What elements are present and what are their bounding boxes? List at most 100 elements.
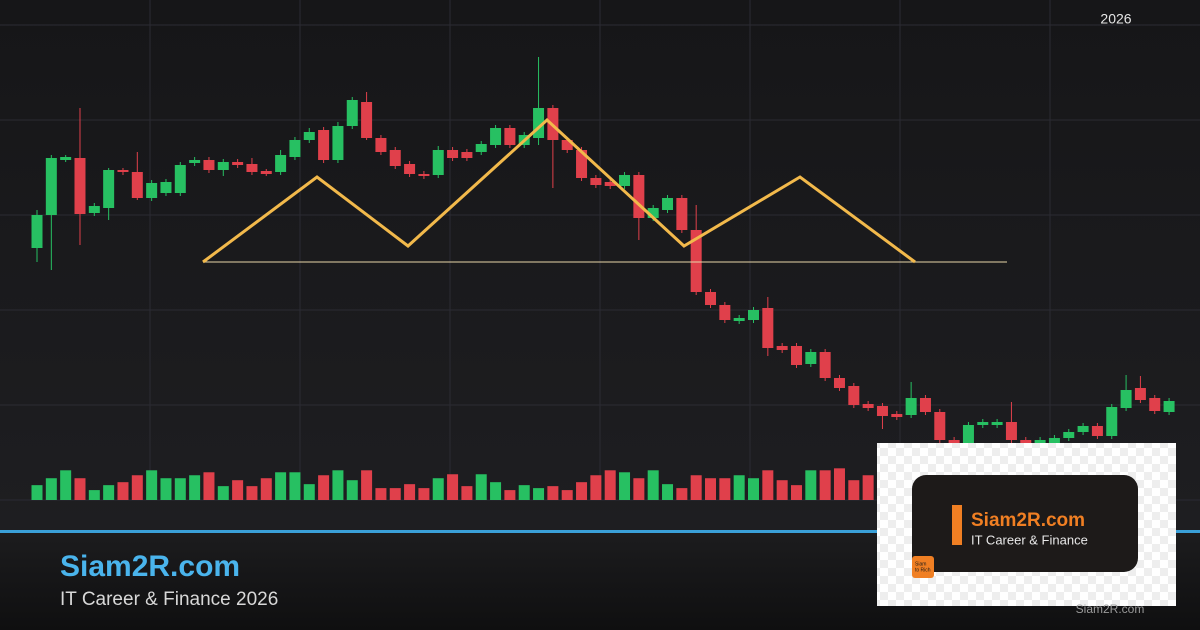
candle-body — [275, 155, 287, 172]
volume-bar — [346, 480, 358, 500]
candle-body — [289, 140, 301, 157]
brand-title: Siam2R.com — [60, 550, 240, 583]
candle-body — [1063, 432, 1075, 438]
volume-bar — [619, 472, 631, 500]
candle-body — [848, 386, 860, 405]
candle-body — [776, 346, 788, 350]
volume-bar — [74, 478, 86, 500]
candle-body — [662, 198, 674, 210]
candle-body — [633, 175, 645, 218]
candle-body — [905, 398, 917, 415]
candle-body — [131, 172, 143, 198]
volume-bar — [31, 485, 43, 500]
candle-body — [977, 422, 989, 425]
volume-bar — [576, 482, 588, 500]
candle-body — [733, 318, 745, 321]
candle-body — [160, 182, 172, 193]
candle-body — [174, 165, 186, 193]
volume-bar — [705, 478, 717, 500]
candle-body — [45, 158, 57, 215]
candle-body — [676, 198, 688, 230]
logo-badge-text: to Rich — [915, 567, 931, 573]
candle-body — [461, 152, 473, 158]
candle-body — [232, 162, 244, 165]
logo-panel — [912, 475, 1138, 572]
candle-body — [189, 160, 201, 163]
volume-bar — [518, 485, 530, 500]
candle-body — [819, 352, 831, 378]
candle-body — [60, 157, 72, 160]
volume-bar — [131, 475, 143, 500]
candle-body — [74, 158, 86, 214]
candle-body — [647, 208, 659, 218]
candle-body — [1149, 398, 1161, 411]
volume-bar — [103, 485, 115, 500]
volume-bar — [432, 478, 444, 500]
volume-bar — [676, 488, 688, 500]
volume-bar — [819, 470, 831, 500]
candle-body — [790, 346, 802, 365]
watermark: Siam2R.com — [1076, 602, 1145, 616]
candle-body — [432, 150, 444, 175]
candle-body — [303, 132, 315, 140]
candle-body — [576, 150, 588, 178]
grid — [0, 0, 1200, 501]
candle-body — [962, 425, 974, 445]
volume-bar — [561, 490, 573, 500]
volume-bar — [60, 470, 72, 500]
candle-body — [690, 230, 702, 292]
volume-bar — [146, 470, 158, 500]
volume-bar — [260, 478, 272, 500]
candle-body — [862, 404, 874, 408]
separator — [0, 530, 1200, 533]
volume-bar — [303, 484, 315, 500]
volume-bar — [833, 468, 845, 500]
candle-body — [748, 310, 759, 320]
volume-bar — [418, 488, 430, 500]
volume-bar — [318, 475, 330, 500]
logo-subtitle: IT Career & Finance — [971, 532, 1088, 547]
candle-body — [604, 182, 616, 186]
volume-bar — [862, 475, 874, 500]
volume-bar — [647, 470, 659, 500]
candle-body — [705, 292, 717, 305]
candle-body — [447, 150, 459, 158]
volume-bar — [332, 470, 344, 500]
candle-body — [217, 162, 229, 170]
volume-bar — [533, 488, 545, 500]
candle-body — [117, 170, 129, 172]
volume-bar — [461, 486, 473, 500]
candle-body — [404, 164, 416, 174]
candle-body — [1077, 426, 1089, 432]
candle-body — [876, 406, 888, 416]
volume-bar — [748, 478, 759, 500]
candle-body — [475, 144, 487, 152]
candle-body — [203, 160, 215, 170]
candle-body — [991, 422, 1003, 425]
volume-bar — [504, 490, 516, 500]
volume-bar — [217, 486, 229, 500]
volume-bar — [633, 478, 645, 500]
candle-body — [590, 178, 602, 185]
candle-body — [1120, 390, 1132, 408]
logo-bar — [952, 505, 962, 545]
candle-body — [1163, 401, 1175, 412]
volume-bar — [203, 472, 215, 500]
brand-subtitle: IT Career & Finance 2026 — [60, 589, 278, 610]
candle-body — [833, 378, 845, 388]
candle-body — [103, 170, 115, 208]
volume-bar — [604, 470, 616, 500]
pattern-overlay — [202, 117, 1007, 264]
volume-bar — [375, 488, 387, 500]
volume-bar — [490, 482, 502, 500]
candle-body — [934, 412, 946, 440]
candle-body — [31, 215, 43, 248]
candle-body — [619, 175, 631, 186]
head-and-shoulders — [202, 117, 916, 264]
candle-body — [418, 174, 430, 176]
volume-bar — [189, 475, 201, 500]
volume-bar — [404, 484, 416, 500]
candle-body — [1091, 426, 1103, 436]
candle-body — [318, 130, 330, 160]
